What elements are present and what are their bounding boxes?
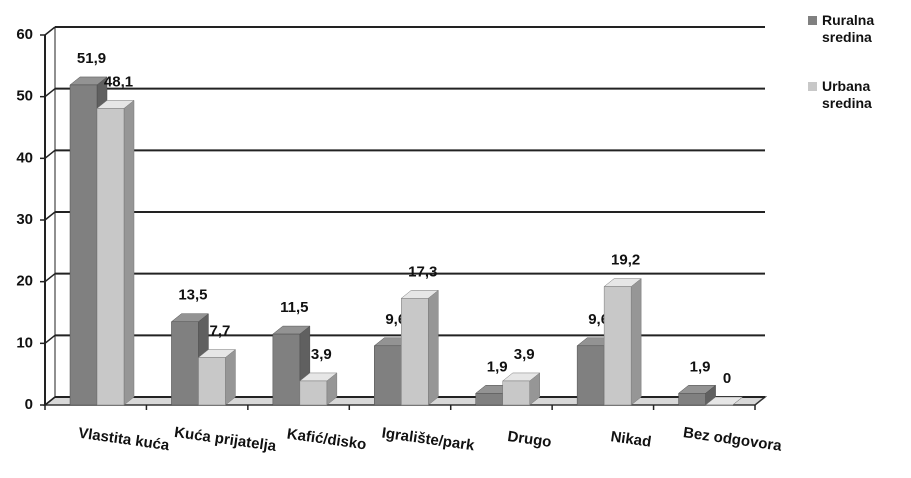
bar-face (475, 393, 503, 406)
grid-line (44, 396, 56, 406)
y-tick-label: 10 (16, 334, 33, 351)
y-tick-label: 50 (16, 88, 33, 105)
bar-face (630, 278, 642, 406)
grid-line (44, 26, 56, 36)
value-label: 19,2 (611, 252, 640, 269)
y-tick-label: 20 (16, 273, 33, 290)
y-tick-label: 0 (25, 396, 33, 413)
grid-line (44, 334, 56, 344)
grid-line (44, 273, 56, 283)
value-label: 7,7 (209, 322, 230, 339)
bar-face (171, 321, 199, 406)
x-tick-label: Bez odgovora (682, 424, 783, 455)
x-tick-label: Nikad (610, 428, 653, 451)
x-tick-label: Vlastita kuća (77, 425, 171, 455)
value-label: 0 (723, 370, 731, 387)
legend-entry: Urbana sredina (808, 78, 902, 112)
grid-line (44, 149, 56, 159)
value-label: 17,3 (408, 263, 437, 280)
value-label: 9,6 (588, 311, 609, 328)
bar (677, 384, 717, 406)
bar-face (502, 380, 530, 406)
bar (96, 99, 135, 406)
bar-face (374, 345, 402, 406)
y-tick-label: 30 (16, 211, 33, 228)
grid-line (44, 88, 56, 98)
grid-line (44, 211, 56, 221)
value-label: 13,5 (178, 287, 207, 304)
bar (603, 278, 642, 406)
value-label: 3,9 (311, 346, 332, 363)
bar-face (225, 348, 236, 406)
value-label: 1,9 (690, 358, 711, 375)
legend-entry: Ruralna sredina (808, 12, 902, 46)
bar-face (603, 286, 632, 406)
bar-face (272, 333, 301, 406)
bar (704, 396, 744, 406)
bar-face (401, 298, 429, 406)
x-tick-label: Kuća prijatelja (173, 424, 278, 455)
value-label: 11,5 (280, 299, 308, 316)
x-tick-label: Drugo (506, 428, 552, 451)
bar-face (69, 84, 98, 406)
bar-face (299, 380, 328, 406)
value-label: 9,6 (385, 311, 406, 328)
value-label: 48,1 (104, 73, 133, 90)
bar-face (96, 108, 125, 406)
bar-face (123, 99, 135, 406)
value-label: 3,9 (514, 346, 535, 363)
bar-face (678, 393, 706, 406)
bar (502, 372, 541, 406)
bar-face (428, 289, 439, 406)
bar (400, 289, 439, 406)
x-tick-label: Igralište/park (381, 425, 476, 455)
legend-swatch (808, 82, 817, 91)
legend-label: Ruralna sredina (822, 12, 875, 45)
bar (197, 348, 237, 406)
legend-swatch (808, 16, 817, 25)
bar (299, 372, 338, 406)
x-tick-label: Kafić/disko (286, 425, 368, 453)
y-tick-label: 60 (16, 26, 33, 43)
legend-label: Urbana sredina (822, 78, 872, 111)
y-tick-label: 40 (16, 149, 33, 166)
bar-face (198, 357, 226, 406)
value-label: 1,9 (487, 358, 508, 375)
bar-face (576, 345, 605, 406)
value-label: 51,9 (77, 50, 106, 67)
